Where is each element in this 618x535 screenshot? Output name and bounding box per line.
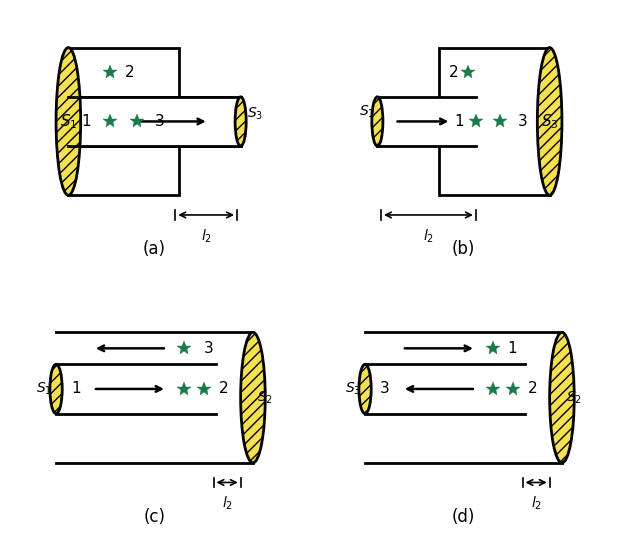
Ellipse shape bbox=[235, 97, 246, 146]
Ellipse shape bbox=[50, 364, 62, 414]
Text: 1: 1 bbox=[81, 114, 90, 129]
Text: 2: 2 bbox=[219, 381, 228, 396]
Ellipse shape bbox=[537, 48, 562, 195]
Text: 3: 3 bbox=[380, 381, 390, 396]
Ellipse shape bbox=[359, 364, 371, 414]
Polygon shape bbox=[69, 97, 240, 146]
Text: $l_2$: $l_2$ bbox=[201, 227, 212, 244]
Text: 2: 2 bbox=[449, 65, 459, 80]
Text: 1: 1 bbox=[454, 114, 464, 129]
Text: $S_1$: $S_1$ bbox=[360, 103, 376, 120]
Text: $S_1$: $S_1$ bbox=[36, 381, 52, 397]
Text: (a): (a) bbox=[143, 240, 166, 258]
Text: $S_3$: $S_3$ bbox=[345, 381, 361, 397]
Ellipse shape bbox=[372, 97, 383, 146]
Text: (b): (b) bbox=[452, 240, 475, 258]
Text: 2: 2 bbox=[125, 65, 135, 80]
Text: 2: 2 bbox=[528, 381, 537, 396]
Text: $S_3$: $S_3$ bbox=[541, 112, 559, 131]
Text: $S_1$: $S_1$ bbox=[60, 112, 77, 131]
Text: (d): (d) bbox=[452, 508, 475, 526]
Polygon shape bbox=[378, 97, 476, 146]
Polygon shape bbox=[439, 48, 549, 195]
Text: 1: 1 bbox=[508, 341, 517, 356]
Text: $l_2$: $l_2$ bbox=[222, 495, 232, 512]
Ellipse shape bbox=[56, 48, 81, 195]
Ellipse shape bbox=[549, 332, 574, 463]
Text: 3: 3 bbox=[154, 114, 164, 129]
Ellipse shape bbox=[240, 332, 265, 463]
Polygon shape bbox=[69, 48, 179, 195]
Text: $l_2$: $l_2$ bbox=[531, 495, 541, 512]
Text: 1: 1 bbox=[71, 381, 81, 396]
Text: $S_2$: $S_2$ bbox=[257, 389, 273, 406]
Text: 3: 3 bbox=[518, 114, 527, 129]
Text: 3: 3 bbox=[204, 341, 213, 356]
Text: $S_3$: $S_3$ bbox=[247, 106, 263, 123]
Text: $S_2$: $S_2$ bbox=[566, 389, 582, 406]
Text: $l_2$: $l_2$ bbox=[423, 227, 434, 244]
Text: (c): (c) bbox=[143, 508, 166, 526]
